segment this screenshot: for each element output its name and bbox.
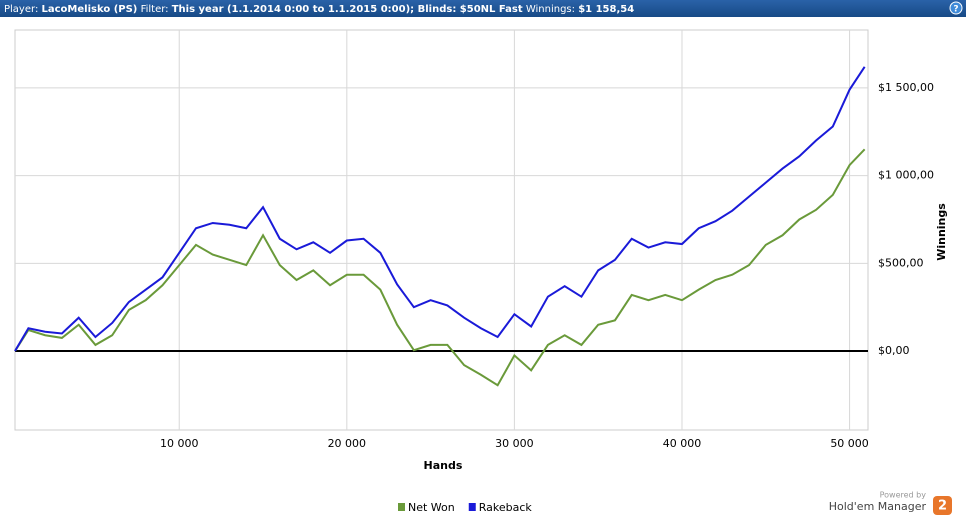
x-tick-label: 40 000 [663, 437, 702, 450]
y-tick-label: $500,00 [878, 256, 924, 269]
legend-label: Rakeback [479, 501, 533, 514]
brand-logo [933, 496, 952, 515]
filter: This year (1.1.2014 0:00 to 1.1.2015 0:0… [172, 4, 523, 15]
help-button[interactable] [949, 1, 963, 15]
x-tick-label: 30 000 [495, 437, 534, 450]
y-tick-label: $1 000,00 [878, 169, 934, 182]
legend-label: Net Won [408, 501, 455, 514]
y-tick-label: $1 500,00 [878, 81, 934, 94]
legend-swatch [398, 503, 405, 511]
series-line [14, 148, 866, 387]
legend-swatch [468, 503, 476, 511]
winnings-label: Winnings: [526, 4, 575, 15]
header-bar [0, 0, 966, 17]
powered-by: Powered by [880, 491, 927, 500]
winnings: $1 158,54 [578, 4, 634, 15]
header-text: Player: LacoMelisko (PS) Filter: This ye… [4, 4, 634, 15]
x-tick-label: 20 000 [328, 437, 367, 450]
brand: Hold'em Manager [829, 500, 927, 513]
x-axis-label: Hands [424, 459, 463, 472]
y-axis-label: Winnings [935, 203, 948, 261]
x-tick-label: 10 000 [160, 437, 199, 450]
y-tick-label: $0,00 [878, 344, 910, 357]
x-tick-label: 50 000 [830, 437, 869, 450]
series-line [14, 66, 866, 352]
help-icon[interactable]: ? [953, 5, 958, 15]
brand-logo-text: 2 [938, 499, 947, 514]
player-label: Player: [4, 4, 38, 15]
plot-area [14, 29, 869, 431]
player: LacoMelisko (PS) [42, 4, 138, 15]
filter-label: Filter: [141, 4, 169, 15]
